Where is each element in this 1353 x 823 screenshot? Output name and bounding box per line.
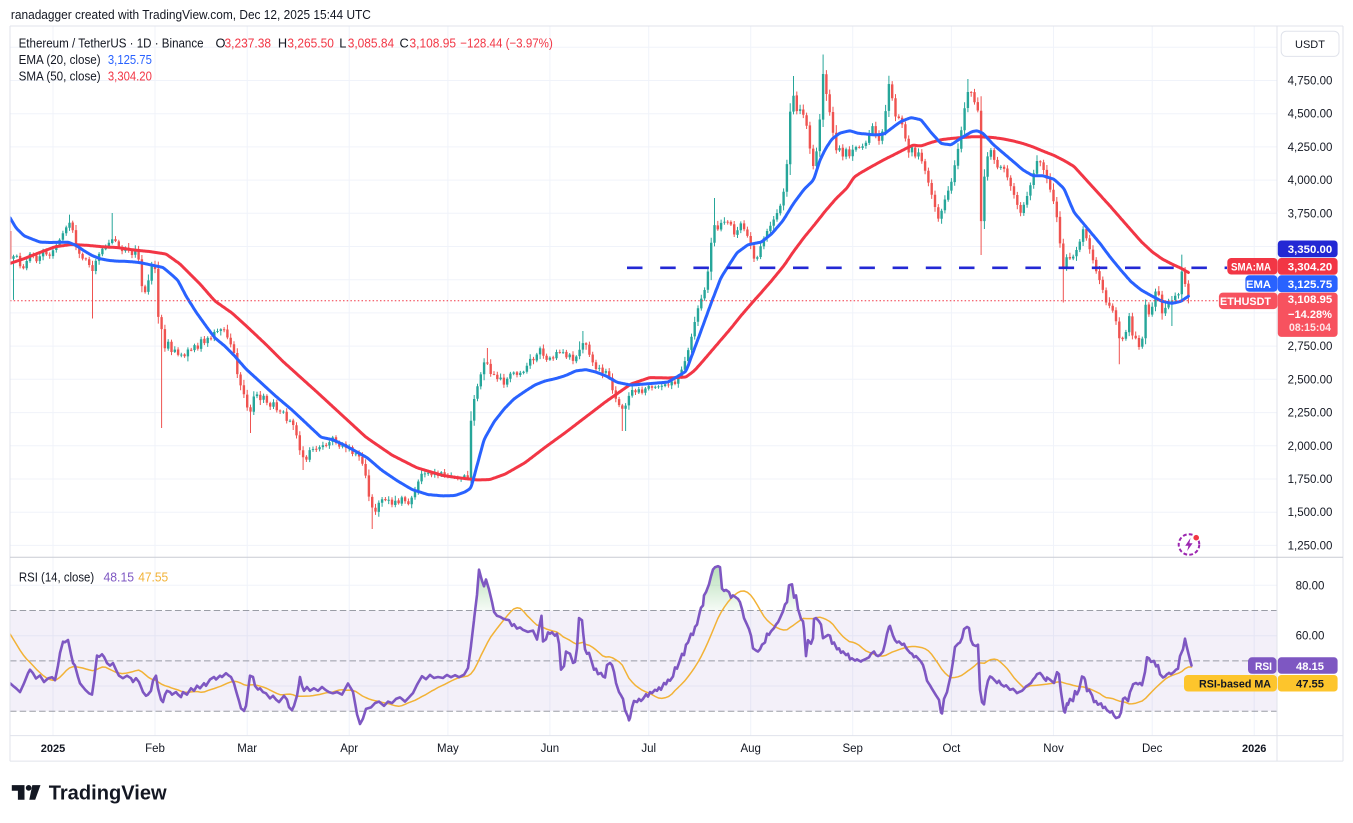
svg-text:2,750.00: 2,750.00 [1288,341,1333,353]
svg-text:Apr: Apr [340,743,358,755]
svg-text:48.15: 48.15 [1296,661,1324,673]
svg-text:08:15:04: 08:15:04 [1289,322,1332,334]
svg-text:47.55: 47.55 [138,570,168,585]
svg-text:−14.28%: −14.28% [1288,309,1332,321]
svg-text:2025: 2025 [41,743,65,755]
svg-text:Aug: Aug [740,743,760,755]
svg-text:3,125.75: 3,125.75 [108,52,152,67]
svg-text:Sep: Sep [842,743,862,755]
svg-text:4,500.00: 4,500.00 [1288,109,1333,121]
svg-text:3,237.38: 3,237.38 [225,36,272,51]
svg-text:1,750.00: 1,750.00 [1288,474,1333,486]
svg-text:3,085.84: 3,085.84 [348,36,395,51]
svg-text:3,304.20: 3,304.20 [108,69,152,84]
svg-text:H: H [278,36,287,51]
svg-text:48.15: 48.15 [104,570,135,585]
svg-text:ETHUSDT: ETHUSDT [1220,296,1271,308]
svg-text:47.55: 47.55 [1296,679,1324,691]
svg-text:SMA (50, close): SMA (50, close) [19,69,101,84]
svg-text:3,125.75: 3,125.75 [1288,279,1333,291]
svg-text:1,500.00: 1,500.00 [1288,507,1333,519]
svg-text:EMA (20, close): EMA (20, close) [19,52,101,67]
svg-text:Jun: Jun [541,743,560,755]
svg-text:3,350.00: 3,350.00 [1288,244,1333,256]
svg-text:2,000.00: 2,000.00 [1288,441,1333,453]
svg-text:4,750.00: 4,750.00 [1288,76,1333,88]
svg-text:3,265.50: 3,265.50 [287,36,334,51]
svg-text:80.00: 80.00 [1296,580,1325,592]
svg-text:RSI: RSI [1255,661,1272,673]
svg-text:−128.44 (−3.97%): −128.44 (−3.97%) [460,36,553,51]
svg-text:O: O [216,36,226,51]
svg-text:2026: 2026 [1242,743,1266,755]
svg-text:Dec: Dec [1142,743,1163,755]
svg-text:Ethereum / TetherUS · 1D · Bin: Ethereum / TetherUS · 1D · Binance [19,36,204,51]
svg-text:3,304.20: 3,304.20 [1288,262,1333,274]
svg-text:TradingView: TradingView [49,782,167,805]
svg-text:Jul: Jul [641,743,656,755]
svg-text:L: L [339,36,346,51]
svg-text:Feb: Feb [145,743,165,755]
svg-text:60.00: 60.00 [1296,631,1325,643]
svg-text:Oct: Oct [942,743,961,755]
svg-text:2,250.00: 2,250.00 [1288,408,1333,420]
svg-text:ranadagger created with Tradin: ranadagger created with TradingView.com,… [11,7,371,22]
svg-text:1,250.00: 1,250.00 [1288,540,1333,552]
svg-text:May: May [437,743,459,755]
svg-text:EMA: EMA [1246,279,1271,291]
svg-text:4,000.00: 4,000.00 [1288,175,1333,187]
svg-text:RSI (14, close): RSI (14, close) [19,570,94,585]
svg-text:3,108.95: 3,108.95 [410,36,457,51]
svg-text:Nov: Nov [1043,743,1064,755]
svg-text:3,108.95: 3,108.95 [1288,294,1333,306]
svg-text:3,750.00: 3,750.00 [1288,208,1333,220]
svg-text:SMA:MA: SMA:MA [1231,262,1271,274]
svg-text:USDT: USDT [1295,39,1325,51]
svg-text:RSI-based MA: RSI-based MA [1199,679,1271,691]
svg-text:Mar: Mar [237,743,257,755]
svg-text:2,500.00: 2,500.00 [1288,374,1333,386]
svg-text:4,250.00: 4,250.00 [1288,142,1333,154]
svg-text:C: C [400,36,409,51]
